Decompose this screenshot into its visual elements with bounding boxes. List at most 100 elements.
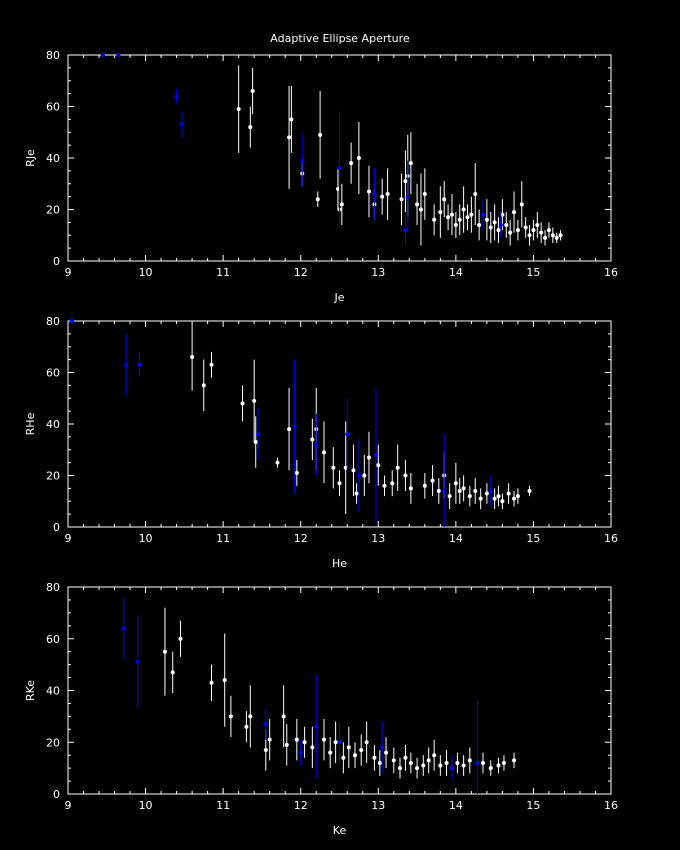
data-point-white — [178, 636, 183, 641]
data-point-blue — [372, 192, 377, 197]
x-tick-label: 13 — [371, 799, 385, 812]
data-point-white — [236, 107, 241, 112]
data-point-blue — [498, 222, 503, 227]
data-point-white — [353, 753, 358, 758]
data-point-blue — [373, 452, 378, 457]
y-tick-label: 20 — [46, 204, 60, 217]
x-tick-label: 10 — [139, 799, 153, 812]
y-tick-label: 40 — [46, 418, 60, 431]
data-point-white — [438, 763, 443, 768]
data-point-white — [422, 192, 427, 197]
data-point-white — [504, 222, 509, 227]
data-point-white — [539, 230, 544, 235]
data-point-white — [512, 758, 517, 763]
data-point-blue — [137, 362, 142, 367]
data-point-white — [248, 125, 253, 130]
data-point-white — [364, 740, 369, 745]
data-point-white — [512, 210, 517, 215]
data-point-white — [339, 202, 344, 207]
data-point-white — [284, 742, 289, 747]
data-point-white — [432, 753, 437, 758]
x-tick-label: 15 — [526, 799, 540, 812]
y-tick-label: 40 — [46, 685, 60, 698]
data-point-white — [228, 714, 233, 719]
data-point-white — [250, 89, 255, 94]
data-point-white — [366, 189, 371, 194]
x-tick-label: 14 — [449, 799, 463, 812]
data-point-blue — [442, 488, 447, 493]
data-point-white — [395, 465, 400, 470]
data-point-white — [170, 670, 175, 675]
y-tick-label: 0 — [53, 788, 60, 801]
data-point-white — [492, 220, 497, 225]
data-point-white — [275, 460, 280, 465]
y-tick-label: 60 — [46, 633, 60, 646]
y-axis-label: RHe — [24, 412, 37, 435]
data-point-white — [467, 494, 472, 499]
data-point-blue — [298, 750, 303, 755]
x-tick-label: 9 — [65, 799, 72, 812]
data-point-white — [403, 473, 408, 478]
data-point-blue — [403, 228, 408, 233]
data-point-blue — [180, 122, 185, 127]
x-tick-label: 13 — [371, 266, 385, 279]
data-point-blue — [314, 442, 319, 447]
data-point-white — [527, 233, 532, 238]
data-point-white — [430, 478, 435, 483]
data-point-white — [535, 222, 540, 227]
x-tick-label: 14 — [449, 266, 463, 279]
data-point-white — [362, 473, 367, 478]
data-point-white — [399, 197, 404, 202]
data-point-white — [403, 179, 408, 184]
data-point-blue — [124, 362, 129, 367]
data-point-white — [446, 215, 451, 220]
data-point-white — [488, 766, 493, 771]
y-tick-label: 60 — [46, 101, 60, 114]
data-point-white — [415, 202, 420, 207]
data-point-white — [337, 481, 342, 486]
y-axis-label: RJe — [24, 149, 37, 167]
data-point-white — [289, 117, 294, 122]
data-point-white — [447, 494, 452, 499]
data-point-white — [222, 678, 227, 683]
data-point-blue — [100, 53, 105, 57]
data-point-white — [496, 494, 501, 499]
data-point-white — [508, 230, 513, 235]
data-point-white — [253, 440, 258, 445]
x-tick-label: 14 — [449, 532, 463, 545]
data-point-white — [331, 465, 336, 470]
data-point-white — [461, 207, 466, 212]
data-point-white — [438, 210, 443, 215]
data-point-white — [351, 468, 356, 473]
y-tick-label: 0 — [53, 521, 60, 534]
y-tick-label: 20 — [46, 736, 60, 749]
data-point-white — [328, 750, 333, 755]
x-tick-label: 11 — [216, 799, 230, 812]
data-point-white — [515, 228, 520, 233]
chart-title: Adaptive Ellipse Aperture — [270, 32, 410, 45]
data-point-white — [467, 758, 472, 763]
data-point-blue — [116, 53, 121, 57]
y-tick-label: 80 — [46, 581, 60, 594]
data-point-white — [484, 491, 489, 496]
data-point-white — [287, 427, 292, 432]
data-point-blue — [135, 660, 140, 665]
data-point-white — [415, 766, 420, 771]
data-point-white — [422, 483, 427, 488]
data-point-white — [543, 235, 548, 240]
data-point-white — [506, 491, 511, 496]
x-axis-label: Je — [333, 291, 344, 304]
data-point-white — [408, 486, 413, 491]
x-tick-label: 11 — [216, 532, 230, 545]
data-point-white — [554, 235, 559, 240]
x-axis-label: Ke — [333, 824, 347, 837]
data-point-white — [356, 156, 361, 160]
data-point-white — [333, 740, 338, 745]
data-point-white — [477, 222, 482, 227]
data-point-blue — [256, 432, 261, 437]
data-point-white — [481, 760, 486, 765]
data-point-white — [444, 760, 449, 765]
data-point-blue — [337, 740, 342, 745]
data-point-white — [335, 186, 340, 191]
